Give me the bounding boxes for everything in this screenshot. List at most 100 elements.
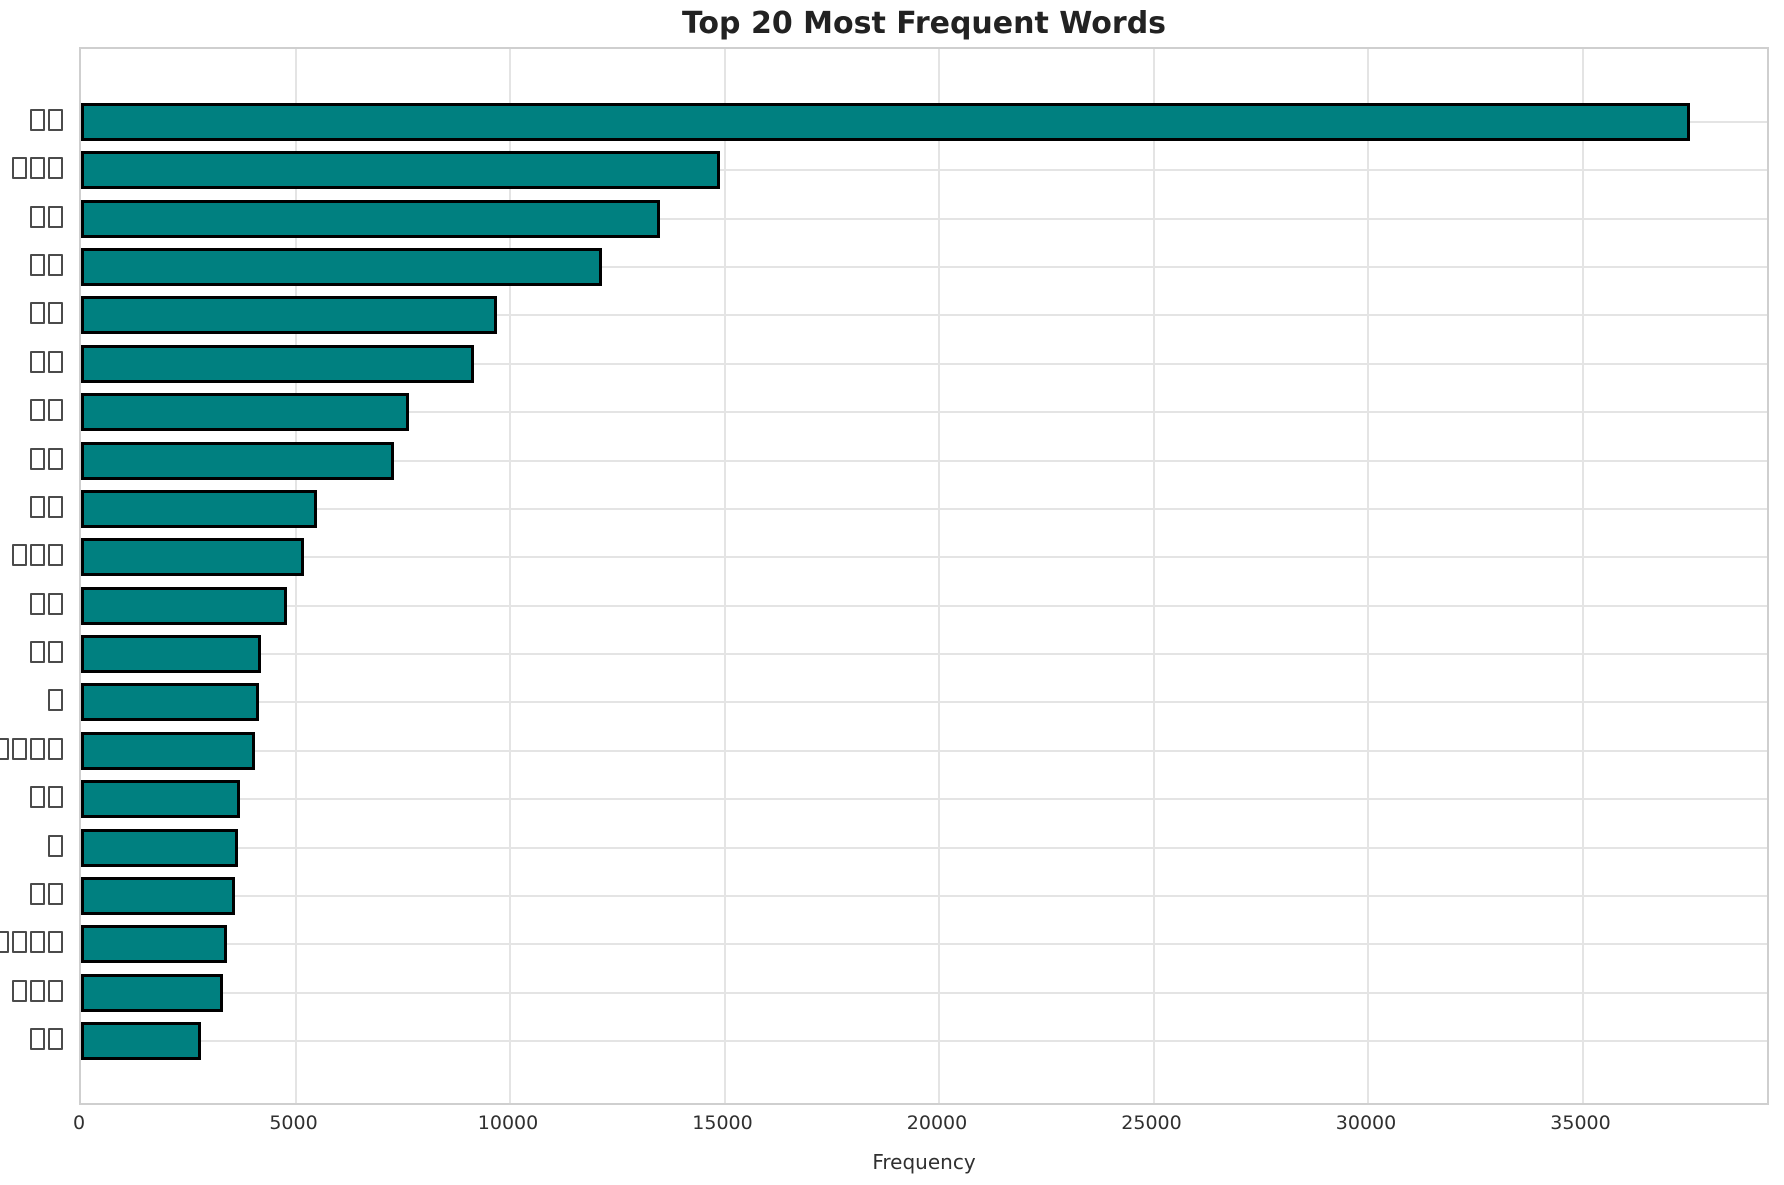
- chart-title: Top 20 Most Frequent Words: [681, 6, 1167, 41]
- missing-glyph-box: [30, 882, 45, 905]
- missing-glyph-box: [48, 786, 63, 809]
- missing-glyph-box: [48, 592, 63, 615]
- missing-glyph-box: [48, 399, 63, 422]
- x-tick-label: 10000: [477, 1112, 539, 1134]
- y-tick-label: [0, 737, 63, 761]
- y-tick-label: [48, 688, 63, 712]
- missing-glyph-box: [48, 109, 63, 131]
- missing-glyph-box: [30, 157, 45, 180]
- missing-glyph-box: [12, 544, 27, 567]
- y-tick-label: [48, 834, 63, 858]
- gridline-horizontal: [81, 749, 1767, 752]
- missing-glyph-box: [48, 882, 63, 905]
- bar: [81, 296, 498, 335]
- missing-glyph-box: [12, 979, 27, 1002]
- missing-glyph-box: [30, 447, 45, 470]
- x-tick-label: 35000: [1550, 1112, 1611, 1134]
- bar: [81, 876, 236, 915]
- x-axis-ticks: 0 5000 10000 15000 20000 25000 30000 35000: [0, 1112, 1784, 1142]
- bar: [81, 199, 661, 238]
- gridline-vertical: [509, 49, 511, 1103]
- missing-glyph-box: [48, 979, 63, 1002]
- bar: [81, 828, 238, 867]
- missing-glyph-box: [30, 641, 45, 664]
- gridline-horizontal: [81, 701, 1767, 704]
- bar: [81, 780, 240, 819]
- y-tick-label: [12, 979, 63, 1003]
- missing-glyph-box: [30, 786, 45, 809]
- x-tick-label: 20000: [906, 1112, 968, 1134]
- bar: [81, 489, 317, 528]
- x-tick-label: 15000: [692, 1112, 753, 1134]
- y-axis-labels: [0, 47, 71, 1105]
- gridline-horizontal: [81, 507, 1767, 510]
- missing-glyph-box: [0, 737, 9, 760]
- gridline-horizontal: [81, 894, 1767, 897]
- missing-glyph-box: [48, 254, 63, 277]
- missing-glyph-box: [48, 157, 63, 180]
- x-tick-label: 5000: [269, 1112, 318, 1134]
- missing-glyph-box: [30, 302, 45, 325]
- bar: [81, 344, 474, 383]
- bar: [81, 248, 603, 287]
- plot-area: [79, 47, 1769, 1105]
- gridline-horizontal: [81, 459, 1767, 462]
- missing-glyph-box: [48, 205, 63, 228]
- gridline-horizontal: [81, 604, 1767, 607]
- missing-glyph-box: [0, 931, 9, 954]
- missing-glyph-box: [12, 157, 27, 180]
- gridline-horizontal: [81, 943, 1767, 946]
- x-tick-label: 0: [72, 1112, 86, 1134]
- y-tick-label: [30, 447, 63, 471]
- bar: [81, 1022, 202, 1061]
- x-tick-label: 30000: [1335, 1112, 1397, 1134]
- missing-glyph-box: [48, 302, 63, 325]
- missing-glyph-box: [30, 109, 45, 131]
- missing-glyph-box: [48, 641, 63, 664]
- y-tick-label: [30, 398, 63, 422]
- x-axis-label: Frequency: [872, 1150, 976, 1174]
- gridline-horizontal: [81, 411, 1767, 414]
- y-tick-label: [30, 205, 63, 229]
- gridline-horizontal: [81, 653, 1767, 656]
- missing-glyph-box: [30, 399, 45, 422]
- gridline-vertical: [1367, 49, 1370, 1103]
- bar: [81, 151, 721, 190]
- y-tick-label: [30, 640, 63, 664]
- bar: [81, 441, 395, 480]
- y-tick-label: [12, 156, 63, 180]
- gridline-vertical: [938, 49, 940, 1103]
- missing-glyph-box: [30, 350, 45, 373]
- bar: [81, 635, 262, 674]
- missing-glyph-box: [12, 737, 27, 760]
- missing-glyph-box: [48, 1028, 63, 1051]
- gridline-horizontal: [81, 556, 1767, 559]
- y-tick-label: [0, 930, 63, 954]
- bar: [81, 731, 255, 770]
- gridline-horizontal: [81, 846, 1767, 849]
- y-tick-label: [30, 495, 63, 519]
- missing-glyph-box: [48, 350, 63, 373]
- y-tick-label: [30, 592, 63, 616]
- missing-glyph-box: [48, 495, 63, 518]
- bar: [81, 925, 227, 964]
- missing-glyph-box: [30, 1028, 45, 1051]
- bar: [81, 973, 223, 1012]
- missing-glyph-box: [48, 931, 63, 954]
- gridline-horizontal: [81, 169, 1767, 172]
- gridline-horizontal: [81, 362, 1767, 365]
- missing-glyph-box: [12, 931, 27, 954]
- missing-glyph-box: [30, 254, 45, 277]
- missing-glyph-box: [30, 592, 45, 615]
- missing-glyph-box: [48, 737, 63, 760]
- missing-glyph-box: [30, 931, 45, 954]
- missing-glyph-box: [48, 834, 63, 857]
- missing-glyph-box: [30, 495, 45, 518]
- gridline-vertical: [723, 49, 726, 1103]
- bar: [81, 103, 1690, 141]
- gridline-horizontal: [81, 1040, 1767, 1043]
- gridline-horizontal: [81, 314, 1767, 317]
- missing-glyph-box: [30, 979, 45, 1002]
- y-tick-label: [30, 253, 63, 277]
- y-tick-label: [30, 108, 63, 132]
